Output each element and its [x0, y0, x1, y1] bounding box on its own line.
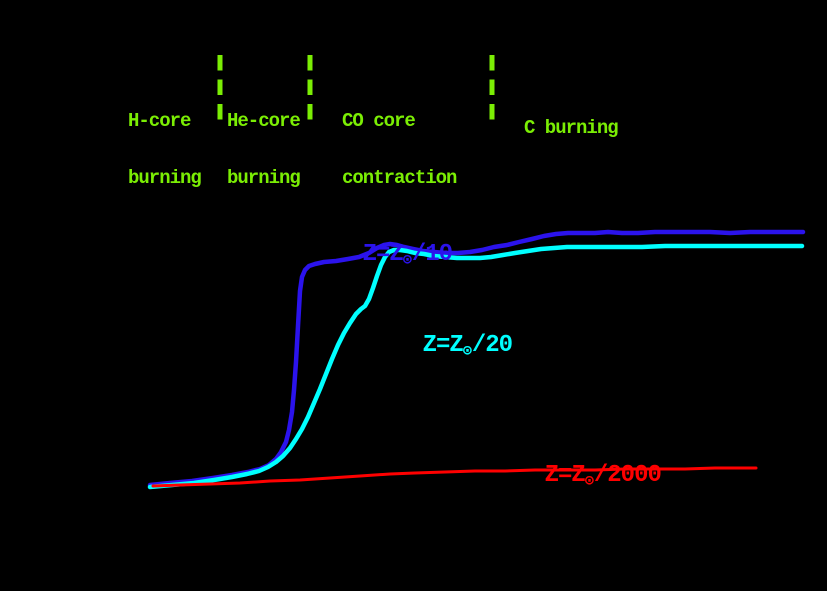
curve-Z=Z⊙/2000: [151, 466, 758, 488]
phase-label-line: burning: [227, 167, 301, 189]
phase-label-line: contraction: [342, 167, 457, 189]
phase-label-line: C burning: [524, 117, 619, 139]
phase-label-he-core-burning: He-core burning: [227, 74, 301, 226]
sun-symbol: ⊙: [584, 473, 594, 490]
phase-label-h-core-burning: H-core burning: [128, 74, 202, 226]
phase-label-line: H-core: [128, 110, 191, 132]
curve-Z=Z⊙/10: [147, 229, 806, 488]
curve-label-z-sun-over-20: Z=Z⊙/20: [369, 310, 513, 388]
curve-label-text: /20: [471, 332, 513, 359]
curve-label-z-sun-over-2000: Z=Z⊙/2000: [491, 440, 662, 518]
curve-label-text: /2000: [593, 462, 662, 489]
phase-label-co-core-contraction: CO core contraction: [342, 74, 457, 226]
phase-label-line: CO core: [342, 110, 416, 132]
sun-symbol: ⊙: [462, 343, 472, 360]
curve-label-text: Z=Z: [362, 241, 404, 268]
curve-Z=Z⊙/20: [147, 243, 805, 490]
sun-symbol: ⊙: [402, 252, 412, 269]
phase-label-c-burning: C burning: [524, 81, 619, 176]
curve-label-text: Z=Z: [422, 332, 464, 359]
phase-label-line: burning: [128, 167, 202, 189]
curve-label-z-sun-over-10: Z=Z⊙/10: [309, 219, 453, 297]
curve-label-text: /10: [411, 241, 453, 268]
curve-label-text: Z=Z: [544, 462, 586, 489]
phase-label-line: He-core: [227, 110, 301, 132]
